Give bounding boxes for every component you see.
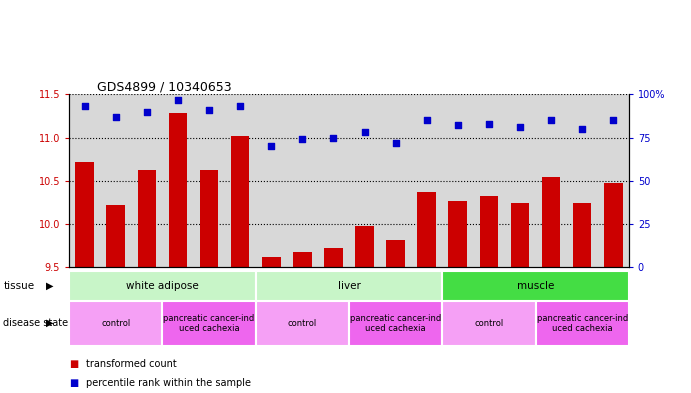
Point [141, 108, 152, 115]
Bar [75, 162, 94, 267]
Point [545, 117, 556, 123]
Point [234, 103, 245, 110]
Text: transformed count: transformed count [86, 358, 177, 369]
Text: white adipose: white adipose [126, 281, 199, 291]
Point [203, 107, 214, 113]
Point [483, 121, 494, 127]
Bar [231, 136, 249, 267]
Bar [536, 301, 629, 346]
Bar [256, 271, 442, 301]
Bar [106, 205, 125, 267]
Bar [511, 203, 529, 267]
Bar [355, 226, 374, 267]
Text: control: control [287, 319, 317, 328]
Bar [386, 240, 405, 267]
Point [514, 124, 525, 130]
Bar [293, 252, 312, 267]
Point [265, 143, 276, 149]
Point [421, 117, 432, 123]
Bar [256, 301, 349, 346]
Text: pancreatic cancer-ind
uced cachexia: pancreatic cancer-ind uced cachexia [536, 314, 628, 333]
Text: GDS4899 / 10340653: GDS4899 / 10340653 [97, 80, 231, 93]
Bar [349, 301, 442, 346]
Text: pancreatic cancer-ind
uced cachexia: pancreatic cancer-ind uced cachexia [163, 314, 255, 333]
Point [390, 140, 401, 146]
Bar [542, 177, 560, 267]
Text: tissue: tissue [3, 281, 35, 291]
Text: disease state: disease state [3, 318, 68, 328]
Text: ■: ■ [69, 358, 78, 369]
Text: ▶: ▶ [46, 318, 53, 328]
Bar [162, 301, 256, 346]
Text: muscle: muscle [517, 281, 554, 291]
Bar [448, 201, 467, 267]
Bar [417, 192, 436, 267]
Point [452, 122, 463, 129]
Bar [480, 196, 498, 267]
Point [359, 129, 370, 136]
Point [110, 114, 122, 120]
Bar [69, 271, 256, 301]
Text: ▶: ▶ [46, 281, 53, 291]
Bar [604, 184, 623, 267]
Point [296, 136, 307, 142]
Bar [138, 169, 156, 267]
Point [79, 103, 90, 110]
Text: pancreatic cancer-ind
uced cachexia: pancreatic cancer-ind uced cachexia [350, 314, 442, 333]
Text: liver: liver [337, 281, 361, 291]
Text: percentile rank within the sample: percentile rank within the sample [86, 378, 252, 388]
Bar [169, 113, 187, 267]
Point [576, 126, 587, 132]
Bar [69, 301, 162, 346]
Point [607, 117, 618, 123]
Text: ■: ■ [69, 378, 78, 388]
Point [172, 96, 183, 103]
Bar [442, 301, 536, 346]
Bar [442, 271, 629, 301]
Point [328, 134, 339, 141]
Text: control: control [101, 319, 131, 328]
Bar [573, 203, 591, 267]
Bar [200, 171, 218, 267]
Text: control: control [474, 319, 504, 328]
Bar [324, 248, 343, 267]
Bar [262, 257, 281, 267]
